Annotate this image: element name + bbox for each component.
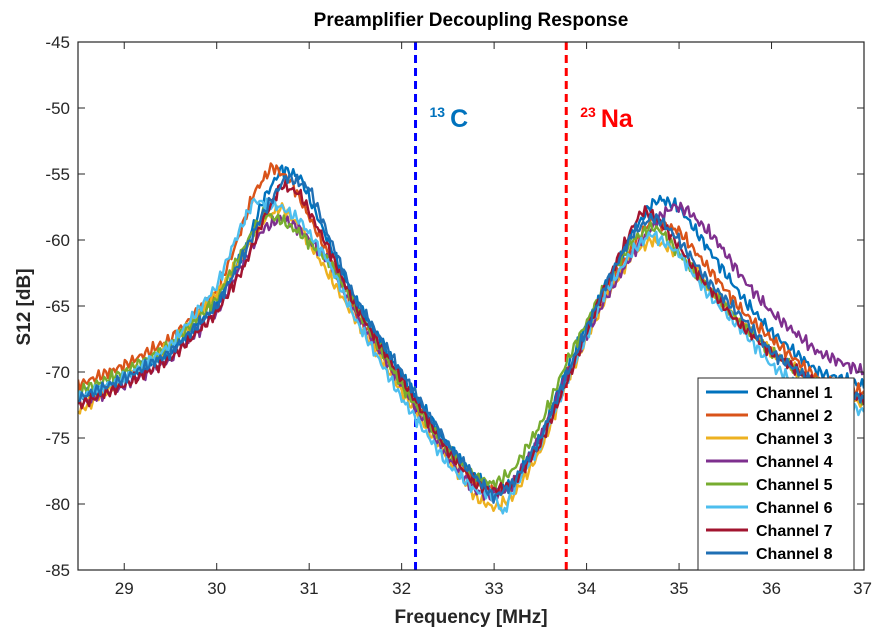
y-axis-label: S12 [dB]	[14, 268, 35, 345]
y-tick-label: -85	[45, 561, 70, 580]
legend-label-channel-2: Channel 2	[756, 408, 833, 425]
legend: Channel 1 Channel 2 Channel 3 Channel 4 Chan…	[697, 377, 855, 571]
y-tick-label: -70	[45, 363, 70, 382]
legend-label-channel-3: Channel 3	[756, 431, 833, 448]
series-line-channel-6	[78, 197, 864, 515]
series-line-channel-7	[78, 178, 864, 497]
series-layer	[78, 162, 864, 515]
x-tick-label: 35	[670, 579, 689, 598]
y-tick-label: -45	[45, 33, 70, 52]
x-axis-label: Frequency [MHz]	[394, 607, 547, 628]
carbon-13-marker-superscript: 13	[430, 104, 446, 120]
sodium-23-marker-superscript: 23	[580, 104, 596, 120]
x-tick-label: 29	[115, 579, 134, 598]
y-tick-label: -75	[45, 429, 70, 448]
chart-title: Preamplifier Decoupling Response	[314, 10, 629, 31]
x-tick-label: 33	[485, 579, 504, 598]
legend-label-channel-5: Channel 5	[756, 477, 833, 494]
legend-label-channel-6: Channel 6	[756, 500, 833, 517]
x-tick-label: 30	[207, 579, 226, 598]
legend-label-channel-7: Channel 7	[756, 523, 833, 540]
legend-label-channel-4: Channel 4	[756, 454, 833, 471]
x-tick-label: 32	[392, 579, 411, 598]
carbon-13-marker-label: 13 C	[430, 104, 469, 133]
x-tick-label: 31	[300, 579, 319, 598]
x-tick-label: 37	[853, 579, 872, 598]
y-tick-label: -55	[45, 165, 70, 184]
y-tick-label: -60	[45, 231, 70, 250]
legend-label-channel-1: Channel 1	[756, 385, 833, 402]
x-axis-ticks: 29 30 31 32 33 34 35 36 37	[115, 42, 872, 598]
y-axis-ticks: -85 -80 -75 -70 -65 -60 -55 -50 -45	[45, 33, 864, 580]
series-line-channel-8	[78, 173, 864, 504]
y-tick-label: -65	[45, 297, 70, 316]
legend-label-channel-8: Channel 8	[756, 546, 833, 563]
sodium-23-marker-element: Na	[601, 105, 634, 133]
y-tick-label: -50	[45, 99, 70, 118]
sodium-23-marker-label: 23 Na	[580, 104, 634, 133]
reference-lines: 13 C 23 Na	[414, 42, 634, 570]
carbon-13-marker-element: C	[450, 105, 468, 133]
legend-box	[697, 377, 855, 571]
x-tick-label: 34	[577, 579, 596, 598]
y-tick-label: -80	[45, 495, 70, 514]
x-tick-label: 36	[762, 579, 781, 598]
